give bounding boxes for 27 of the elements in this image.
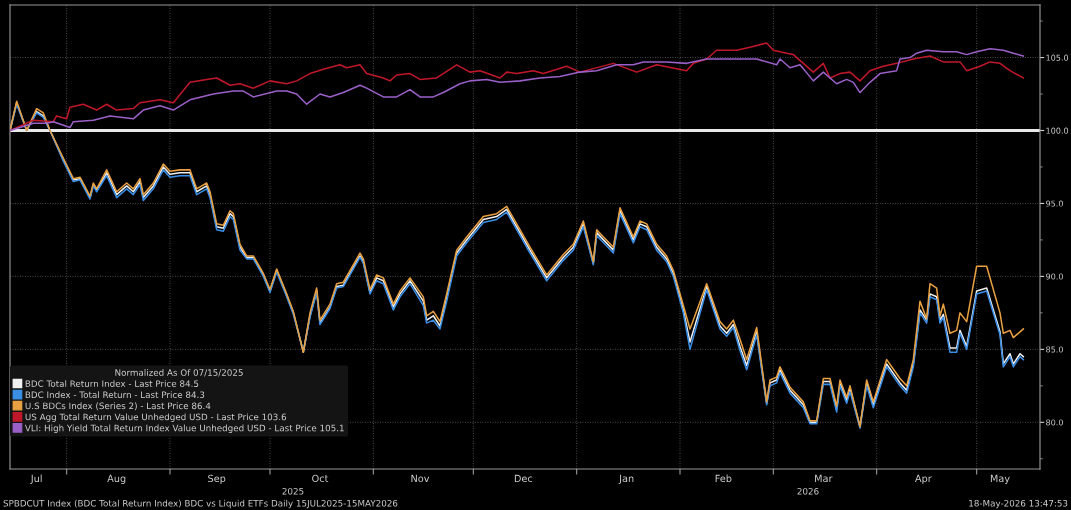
x-tick-label: Feb	[715, 474, 732, 483]
text: 2026	[797, 487, 819, 495]
y-tick-label: 105.0	[1046, 54, 1069, 61]
legend-label: U.S BDCs Index (Series 2) - Last Price 86.4	[25, 402, 211, 411]
y-tick-label: 95.0	[1046, 200, 1063, 207]
y-tick-label: 80.0	[1046, 419, 1063, 426]
x-tick-label: Mar	[815, 474, 833, 483]
y-tick-label: 90.0	[1046, 273, 1063, 280]
legend-label: US Agg Total Return Value Unhedged USD - Last Price 103.6	[25, 413, 287, 422]
x-tick-label: Jan	[618, 474, 634, 484]
x-tick-label: Oct	[312, 474, 329, 483]
legend-label: BDC Total Return Index - Last Price 84.5	[25, 380, 199, 387]
legend-label: BDC Index - Total Return - Last Price 84.3	[25, 391, 205, 399]
text: SPBDCUT Index (BDC Total Return Index) BDC vs Liquid ETFs Daily 15JUL2025-15MAY2026	[3, 499, 398, 509]
legend-label: VLI: High Yield Total Return Index Value Unhedged USD - Last Price 105.1	[24, 424, 344, 434]
x-tick-label: Apr	[915, 474, 932, 484]
y-tick-label: 85.0	[1046, 346, 1063, 353]
x-tick-label: Aug	[107, 474, 126, 484]
y-tick-label: 100.0	[1046, 127, 1069, 134]
text: 18-May-2026 13:47:53	[969, 499, 1068, 509]
x-tick-label: Sep	[208, 474, 226, 484]
legend-title: Normalized As Of 07/15/2025	[115, 369, 243, 377]
x-tick-label: Dec	[514, 474, 533, 483]
x-tick-label: May	[990, 474, 1010, 484]
text: 2025	[282, 487, 304, 495]
x-tick-label: Nov	[411, 474, 430, 483]
x-tick-label: Jul	[30, 474, 42, 484]
